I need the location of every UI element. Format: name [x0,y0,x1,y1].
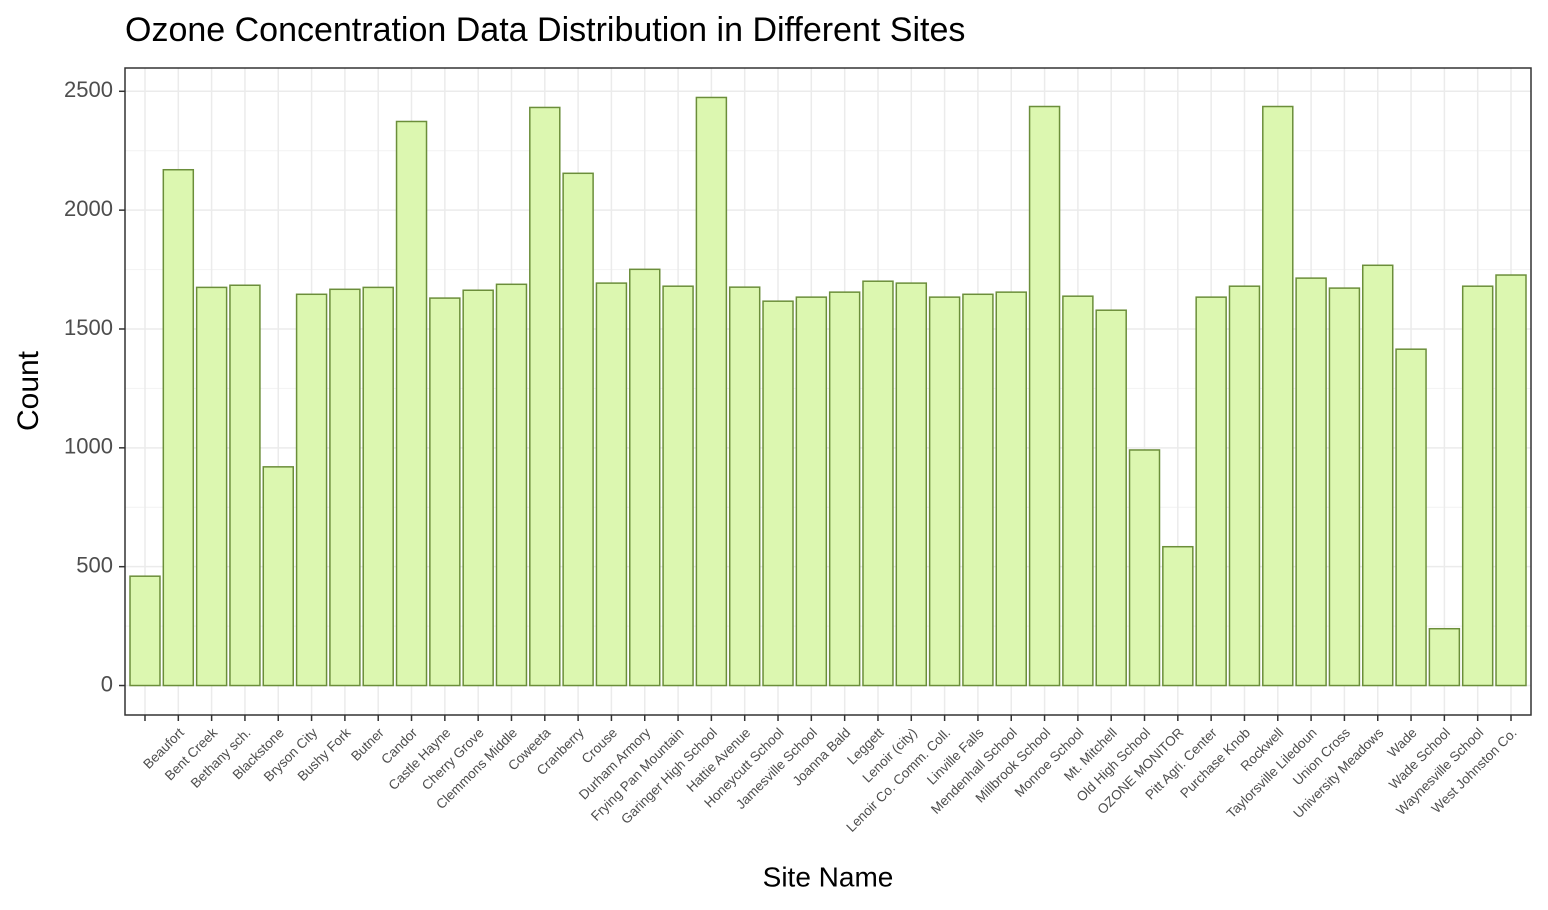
y-tick-label: 1500 [64,315,113,340]
bar [229,284,261,687]
bar [462,289,494,687]
chart-title: Ozone Concentration Data Distribution in… [125,11,965,49]
bar [928,296,961,687]
bar [1162,545,1194,687]
x-axis-label: Site Name [763,861,894,892]
bar [695,96,728,687]
bar [1361,264,1394,687]
bar [1228,285,1261,687]
bar [129,575,161,687]
bar [329,288,361,687]
y-tick-label: 2500 [64,77,113,102]
bar [529,106,561,687]
bar [728,286,761,687]
y-tick-label: 2000 [64,196,113,221]
y-axis-label: Count [12,350,45,431]
bar [162,168,195,687]
bar [795,296,828,687]
bar [995,291,1027,687]
y-tick-label: 500 [76,552,113,577]
bar [1495,274,1527,687]
bar [495,283,528,687]
bar [1295,277,1327,687]
y-tick-label: 0 [101,671,113,696]
bar [828,291,861,687]
plot-border [124,67,1532,716]
bar [362,286,394,687]
bar [1395,348,1427,687]
bar [1461,285,1494,687]
bar [595,282,628,687]
bar [762,300,794,687]
bar [862,280,894,687]
y-tick-label: 1000 [64,434,113,459]
bar [662,285,694,687]
bar [562,172,594,687]
bar [962,293,994,687]
bar [295,293,328,687]
bar [1128,449,1161,687]
bar [262,466,295,687]
bar [429,297,461,687]
bar [1095,309,1127,687]
bar [629,268,661,687]
bar [1062,295,1094,687]
bar [395,120,428,687]
bar [895,282,928,687]
bar [1028,105,1061,687]
bar [1328,287,1361,687]
bar [195,286,228,687]
bar [1428,627,1461,687]
bar [1195,296,1227,687]
bar [1262,105,1294,687]
